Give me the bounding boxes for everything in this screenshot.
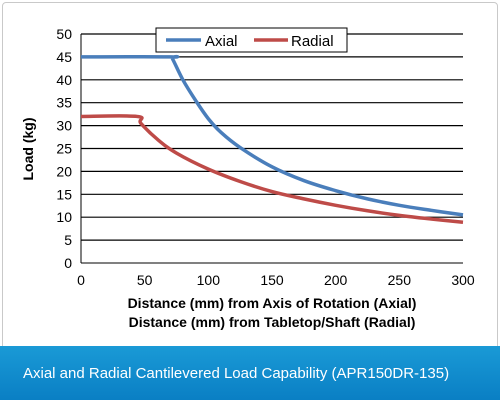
load-capability-chart: 0 5 10 15 20 25 30 35 40 45 50 0 50 100 150 200 250 300 L… [20,26,475,330]
legend: Axial Radial [155,27,348,53]
y-tick-label-35: 35 [56,95,72,111]
tick-labels: 0 5 10 15 20 25 30 35 40 45 50 0 50 100 150 200 250 300 [56,26,474,288]
x-axis-title-line-2: Distance (mm) from Tabletop/Shaft (Radia… [129,314,416,330]
legend-label-axial: Axial [205,33,238,50]
y-tick-label-25: 25 [56,141,72,157]
x-axis-title-line-1: Distance (mm) from Axis of Rotation (Axi… [128,295,417,311]
y-tick-label-45: 45 [56,49,72,65]
x-tick-label-300: 300 [451,272,475,288]
x-tick-label-0: 0 [77,272,85,288]
y-tick-label-40: 40 [56,72,72,88]
axes [80,34,463,264]
y-tick-label-15: 15 [56,186,72,202]
y-tick-label-5: 5 [64,232,72,248]
y-axis-title: Load (kg) [20,118,36,181]
legend-label-radial: Radial [291,33,334,50]
series-lines [80,54,464,224]
x-tick-label-200: 200 [324,272,348,288]
x-tick-label-100: 100 [197,272,221,288]
y-tick-label-0: 0 [64,255,72,271]
series-line-radial [80,114,464,224]
gridlines [81,33,463,241]
x-tick-label-150: 150 [260,272,284,288]
y-tick-label-10: 10 [56,209,72,225]
caption-text: Axial and Radial Cantilevered Load Capab… [23,364,450,382]
series-line-axial [80,54,464,217]
y-tick-label-30: 30 [56,118,72,134]
x-tick-label-50: 50 [137,272,153,288]
caption-bar: Axial and Radial Cantilevered Load Capab… [0,346,500,400]
y-tick-label-50: 50 [56,26,72,42]
y-tick-label-20: 20 [56,163,72,179]
x-tick-label-250: 250 [388,272,412,288]
